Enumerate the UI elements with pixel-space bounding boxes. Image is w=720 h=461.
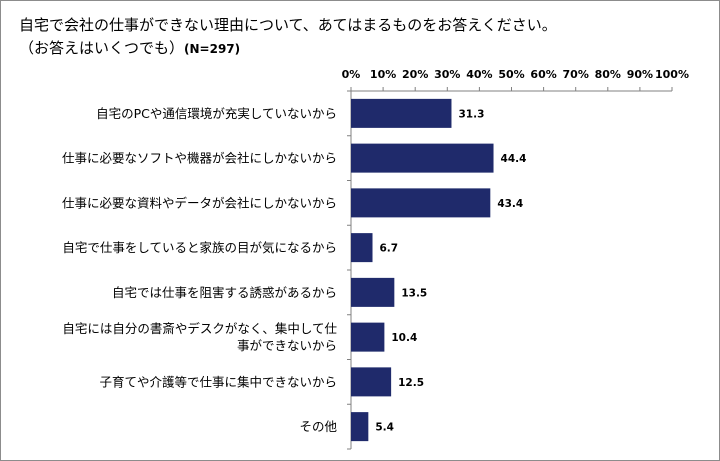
bar (351, 277, 395, 307)
subtitle-note: （お答えはいくつでも） (19, 39, 185, 57)
bar (351, 98, 452, 128)
x-tick-label: 40% (466, 68, 492, 81)
data-label: 5.4 (375, 422, 394, 434)
x-tick-label: 80% (595, 68, 621, 81)
category-label: 仕事に必要なソフトや機器が会社にしかないから (62, 151, 337, 166)
category-label: 自宅で仕事をしていると家族の目が気になるから (62, 240, 337, 255)
data-label: 43.4 (497, 198, 523, 210)
data-label: 6.7 (380, 243, 399, 255)
category-label: 自宅では仕事を阻害する誘惑があるから (112, 285, 337, 300)
x-tick-label: 0% (342, 68, 361, 81)
category-label: 事ができないから (237, 338, 337, 353)
bar (351, 322, 385, 352)
category-label: 自宅には自分の書斎やデスクがなく、集中して仕 (62, 321, 337, 336)
x-tick-label: 100% (655, 68, 689, 81)
data-label: 10.4 (391, 332, 417, 344)
bar (351, 412, 369, 442)
sample-size-label: (N=297) (184, 42, 241, 56)
chart-title: 自宅で会社の仕事ができない理由について、あてはまるものをお答えください。 (19, 16, 557, 34)
x-tick-label: 60% (530, 68, 556, 81)
x-tick-label: 70% (563, 68, 589, 81)
chart-subtitle: （お答えはいくつでも）(N=297) (19, 37, 240, 58)
data-label: 31.3 (458, 108, 484, 120)
x-tick-label: 10% (370, 68, 396, 81)
x-tick-label: 30% (434, 68, 460, 81)
bar (351, 367, 392, 397)
bar (351, 233, 373, 263)
category-label: その他 (299, 419, 337, 434)
x-tick-label: 50% (498, 68, 524, 81)
data-label: 12.5 (398, 377, 424, 389)
x-tick-label: 90% (627, 68, 653, 81)
bar (351, 188, 491, 218)
bar (351, 143, 494, 173)
data-label: 44.4 (501, 153, 527, 165)
data-label: 13.5 (401, 287, 427, 299)
x-tick-label: 20% (402, 68, 428, 81)
category-label: 子育てや介護等で仕事に集中できないから (99, 374, 337, 389)
category-label: 仕事に必要な資料やデータが会社にしかないから (62, 195, 337, 210)
category-label: 自宅のPCや通信環境が充実していないから (96, 106, 337, 121)
